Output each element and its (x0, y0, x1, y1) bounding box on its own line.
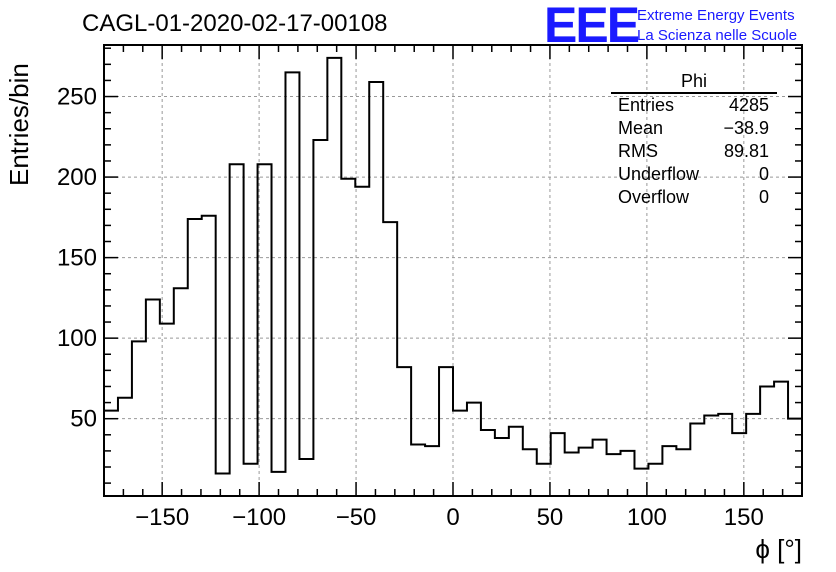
histogram-bin (216, 473, 230, 496)
stats-title: Phi (680, 71, 707, 91)
histogram-bin (565, 453, 579, 496)
x-tick-label: 50 (537, 504, 564, 531)
logo-mark: EEE (544, 0, 640, 53)
logo-text-line2: La Scienza nelle Scuole (637, 27, 798, 44)
stats-divider (611, 92, 777, 94)
stats-value: 0 (758, 164, 769, 184)
histogram-bin (704, 415, 718, 496)
y-tick-label: 200 (57, 164, 97, 191)
histogram-bin (230, 164, 244, 496)
chart-title: CAGL-01-2020-02-17-00108 (82, 10, 388, 37)
stats-value: 89.81 (723, 141, 769, 161)
histogram-bin (160, 324, 174, 496)
y-tick-label: 100 (57, 325, 97, 352)
histogram-outline (104, 56, 802, 475)
y-tick-label: 50 (70, 406, 97, 433)
histogram-bin (551, 433, 565, 496)
histogram-bin (537, 464, 551, 496)
histogram-bin (509, 427, 523, 496)
histogram-bin (495, 438, 509, 496)
histogram-bin (188, 219, 202, 496)
histogram-bin (174, 288, 188, 496)
histogram-bin (453, 411, 467, 496)
histogram-bin (662, 446, 676, 496)
x-axis-label: ϕ [°] (755, 534, 802, 564)
y-tick-label: 150 (57, 245, 97, 272)
histogram-bin (467, 403, 481, 496)
stats-key: RMS (618, 141, 658, 161)
stats-key: Underflow (618, 164, 700, 184)
histogram-bin (369, 82, 383, 496)
histogram-bin (523, 449, 537, 496)
histogram-bin (202, 216, 216, 496)
stats-box: Phi Entries 4285 Mean −38.9 RMS 89.81 Un… (611, 70, 777, 209)
stats-value: 0 (758, 187, 769, 207)
logo-text-line1: Extreme Energy Events (637, 7, 795, 24)
stats-row-entries: Entries 4285 (611, 94, 777, 117)
histogram-bin (383, 222, 397, 496)
histogram-bin (676, 449, 690, 496)
x-tick-label: −100 (232, 504, 286, 531)
histogram-bin (648, 464, 662, 496)
stats-row-overflow: Overflow 0 (611, 186, 777, 209)
stats-value: 4285 (728, 95, 769, 115)
grid-lines (104, 45, 802, 496)
histogram-bin (327, 58, 341, 496)
histogram-bin (146, 299, 160, 496)
histogram-bin (718, 414, 732, 496)
stats-row-rms: RMS 89.81 (611, 140, 777, 163)
histogram-bin (746, 414, 760, 496)
stats-row-mean: Mean −38.9 (611, 117, 777, 140)
axis-ticks (103, 45, 803, 496)
y-tick-label: 250 (57, 84, 97, 111)
histogram-series (104, 56, 802, 496)
histogram-bin (439, 367, 453, 496)
histogram-bin (313, 140, 327, 496)
histogram-bin (425, 446, 439, 496)
x-tick-label: −50 (336, 504, 377, 531)
histogram-bin (258, 164, 272, 496)
histogram-bin (579, 448, 593, 496)
histogram-bin (593, 440, 607, 496)
tick-labels: −150 −100 −50 0 50 100 150 50 100 150 200 250 (57, 84, 764, 531)
histogram-bin (244, 464, 258, 496)
histogram-bin (411, 444, 425, 496)
y-axis-label: Entries/bin (4, 63, 34, 186)
histogram-bin (481, 430, 495, 496)
histogram-bin (285, 72, 299, 496)
histogram-bin (341, 179, 355, 496)
stats-row-underflow: Underflow 0 (611, 163, 777, 186)
histogram-bin (132, 341, 146, 496)
x-tick-label: 0 (446, 504, 459, 531)
histogram-bin (774, 382, 788, 496)
histogram-bin (118, 398, 132, 496)
histogram-bin (355, 187, 369, 496)
x-tick-label: 150 (724, 504, 764, 531)
stats-value: −38.9 (723, 118, 769, 138)
x-tick-label: 100 (627, 504, 667, 531)
x-tick-label: −150 (135, 504, 189, 531)
stats-key: Overflow (618, 187, 690, 207)
histogram-bin (760, 386, 774, 496)
stats-key: Entries (618, 95, 675, 115)
histogram-bin (397, 367, 411, 496)
stats-key: Mean (618, 118, 664, 138)
histogram-bin (788, 419, 802, 496)
histogram-bin (299, 459, 313, 496)
histogram-bin (690, 424, 704, 496)
